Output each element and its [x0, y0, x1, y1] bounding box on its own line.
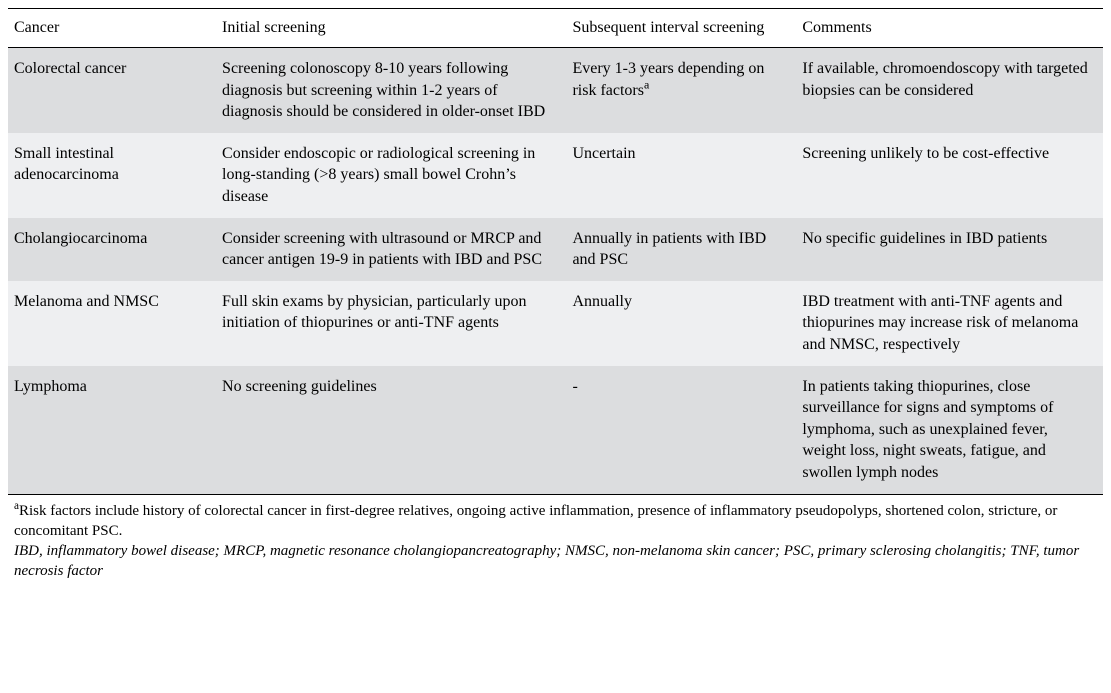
cell-comments: IBD treatment with anti-TNF agents and t… [796, 281, 1103, 366]
cell-subsequent: - [566, 366, 796, 494]
abbreviations: IBD, inflammatory bowel disease; MRCP, m… [14, 541, 1097, 582]
footnote-text: aRisk factors include history of colorec… [14, 501, 1097, 542]
cell-initial: Full skin exams by physician, particular… [216, 281, 566, 366]
table-head: Cancer Initial screening Subsequent inte… [8, 9, 1103, 48]
table-row: Small intestinal adenocarcinomaConsider … [8, 133, 1103, 218]
header-comments: Comments [796, 9, 1103, 48]
table-row: CholangiocarcinomaConsider screening wit… [8, 218, 1103, 281]
cell-cancer: Small intestinal adenocarcinoma [8, 133, 216, 218]
subsequent-sup: a [644, 77, 649, 91]
cell-comments: In patients taking thiopurines, close su… [796, 366, 1103, 494]
subsequent-text: Uncertain [572, 145, 635, 162]
cell-comments: Screening unlikely to be cost-effective [796, 133, 1103, 218]
cell-comments: No specific guidelines in IBD patients [796, 218, 1103, 281]
subsequent-text: - [572, 378, 577, 395]
header-row: Cancer Initial screening Subsequent inte… [8, 9, 1103, 48]
cell-cancer: Melanoma and NMSC [8, 281, 216, 366]
header-cancer: Cancer [8, 9, 216, 48]
table-row: Melanoma and NMSCFull skin exams by phys… [8, 281, 1103, 366]
header-subsequent: Subsequent interval screening [566, 9, 796, 48]
cell-comments: If available, chromoendoscopy with targe… [796, 48, 1103, 133]
subsequent-text: Annually [572, 293, 632, 310]
subsequent-text: Every 1-3 years depending on risk factor… [572, 60, 764, 99]
table-body: Colorectal cancerScreening colonoscopy 8… [8, 48, 1103, 495]
screening-table: Cancer Initial screening Subsequent inte… [8, 8, 1103, 584]
cell-subsequent: Annually [566, 281, 796, 366]
table-foot: aRisk factors include history of colorec… [8, 494, 1103, 584]
cell-subsequent: Every 1-3 years depending on risk factor… [566, 48, 796, 133]
footnote-cell: aRisk factors include history of colorec… [8, 494, 1103, 584]
cell-initial: Consider screening with ultrasound or MR… [216, 218, 566, 281]
cell-cancer: Cholangiocarcinoma [8, 218, 216, 281]
footnote-body: Risk factors include history of colorect… [14, 503, 1057, 539]
table-row: Colorectal cancerScreening colonoscopy 8… [8, 48, 1103, 133]
header-initial: Initial screening [216, 9, 566, 48]
cell-cancer: Colorectal cancer [8, 48, 216, 133]
table-row: LymphomaNo screening guidelines- In patie… [8, 366, 1103, 494]
cell-initial: Screening colonoscopy 8-10 years followi… [216, 48, 566, 133]
cell-subsequent: Annually in patients with IBD and PSC [566, 218, 796, 281]
cell-cancer: Lymphoma [8, 366, 216, 494]
cell-initial: No screening guidelines [216, 366, 566, 494]
cell-initial: Consider endoscopic or radiological scre… [216, 133, 566, 218]
cell-subsequent: Uncertain [566, 133, 796, 218]
footnote-row: aRisk factors include history of colorec… [8, 494, 1103, 584]
subsequent-text: Annually in patients with IBD and PSC [572, 230, 766, 269]
